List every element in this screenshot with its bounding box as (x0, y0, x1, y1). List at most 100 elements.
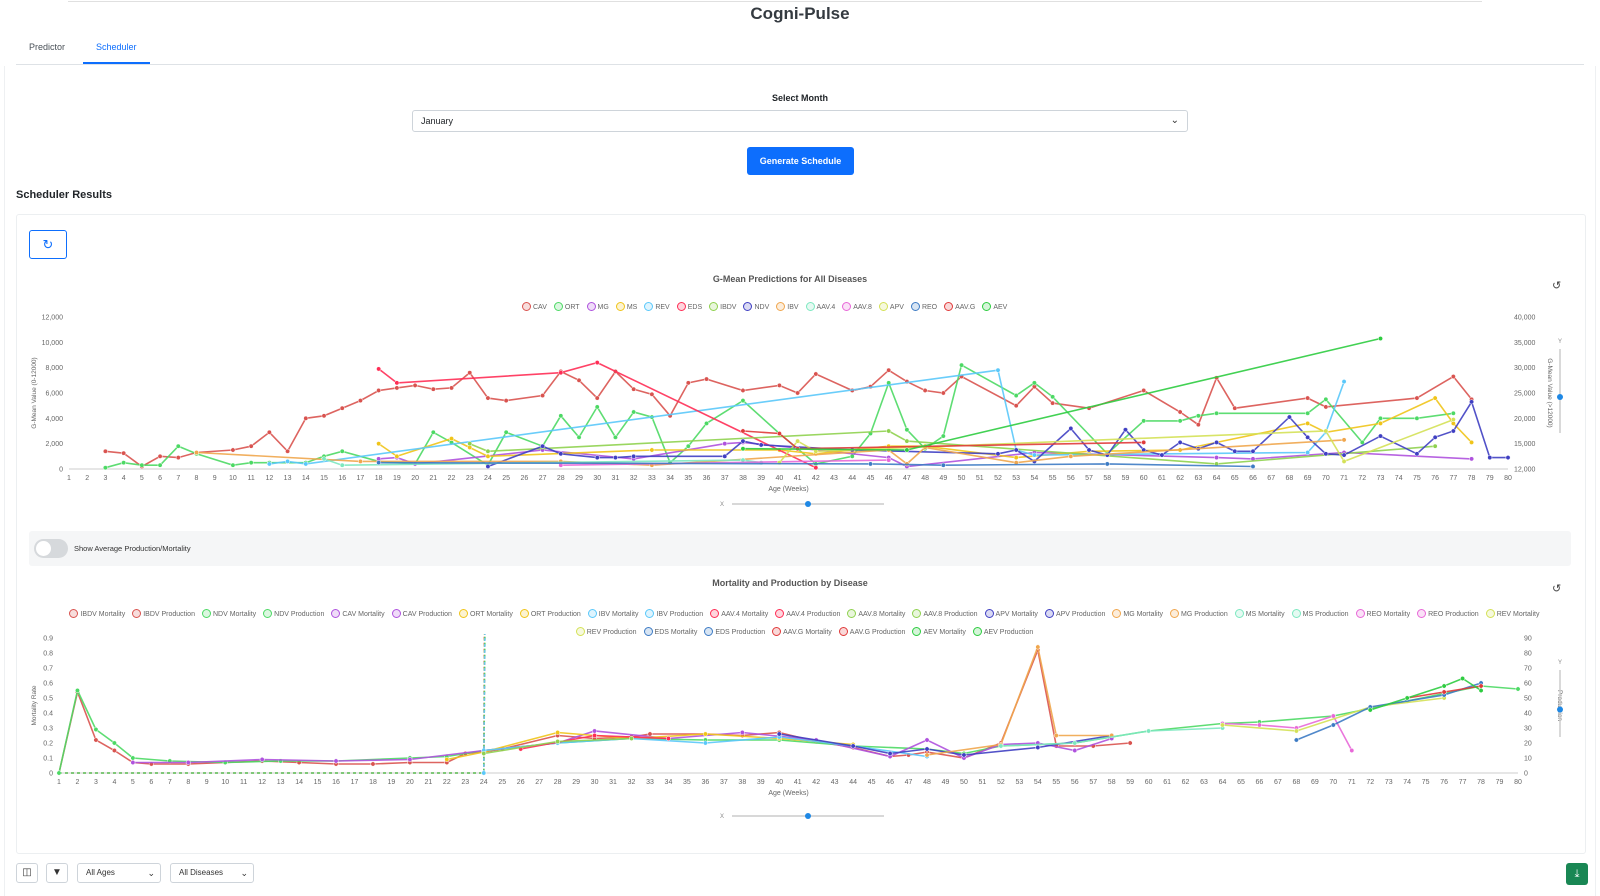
series-line (469, 430, 1436, 465)
data-point (1141, 418, 1147, 424)
legend-item[interactable]: MS Production (1291, 606, 1349, 624)
diseases-filter-select[interactable]: All Diseases ⌄ (170, 863, 254, 883)
x-tick-label: 67 (1274, 779, 1282, 786)
legend-item[interactable]: MS Mortality (1234, 606, 1285, 624)
legend-item[interactable]: MG Production (1170, 606, 1228, 624)
legend-item[interactable]: AAV.4 Mortality (710, 606, 768, 624)
legend-item[interactable]: MG (586, 302, 609, 311)
legend-item[interactable]: AAV.8 Mortality (847, 606, 905, 624)
legend-item[interactable]: NDV Mortality (201, 606, 256, 624)
legend-item[interactable]: AAV.8 Production (912, 606, 978, 624)
legend-label: AAV.8 Production (923, 611, 978, 618)
tab-predictor[interactable]: Predictor (29, 42, 66, 52)
y-tick-label: 0 (49, 771, 53, 778)
legend-item[interactable]: REV Production (575, 624, 637, 642)
legend-item[interactable]: IBDV Mortality (69, 606, 125, 624)
refresh-button[interactable]: ↻ (29, 230, 67, 259)
legend-item[interactable]: MG Mortality (1112, 606, 1163, 624)
data-point (576, 377, 582, 383)
x-tick-label: 50 (958, 475, 966, 482)
legend-item[interactable]: AAV.G Mortality (772, 624, 832, 642)
data-point (849, 453, 855, 459)
ages-filter-select[interactable]: All Ages ⌄ (77, 863, 161, 883)
data-point (1053, 733, 1059, 738)
x-tick-label: 16 (338, 475, 346, 482)
x-tick-label: 71 (1348, 779, 1356, 786)
legend-item[interactable]: APV Production (1044, 606, 1105, 624)
legend-marker (1170, 609, 1180, 618)
series-line (483, 634, 486, 774)
generate-schedule-button[interactable]: Generate Schedule (747, 147, 854, 175)
columns-button[interactable]: ◫ (16, 863, 38, 883)
legend-item[interactable]: AAV.4 Production (775, 606, 840, 624)
legend-item[interactable]: APV (878, 302, 904, 311)
legend-marker (458, 609, 468, 618)
legend-item[interactable]: EDS (676, 302, 702, 311)
y-tick-label: 0 (59, 467, 63, 474)
legend-item[interactable]: ORT Mortality (458, 606, 513, 624)
legend-item[interactable]: ORT (553, 302, 580, 311)
x-tick-label: 31 (609, 779, 617, 786)
x-tick-label: 63 (1200, 779, 1208, 786)
legend-item[interactable]: CAV Production (391, 606, 452, 624)
x-tick-label: 3 (94, 779, 98, 786)
legend-marker (587, 609, 597, 618)
legend-item[interactable]: CAV (522, 302, 547, 311)
legend-item[interactable]: REO (910, 302, 937, 311)
legend-item[interactable]: AEV Mortality (912, 624, 966, 642)
data-point (1232, 405, 1238, 411)
legend-item[interactable]: REO Production (1417, 606, 1479, 624)
legend-item[interactable]: EDS Mortality (643, 624, 697, 642)
y2-tick-label: 90 (1524, 636, 1532, 643)
legend-item[interactable]: AEV (982, 302, 1007, 311)
legend-item[interactable]: NDV Production (263, 606, 324, 624)
x-tick-label: 27 (535, 779, 543, 786)
legend-item[interactable]: IBV (776, 302, 799, 311)
gmean-reset-zoom[interactable]: ↺ (1552, 279, 1561, 292)
legend-item[interactable]: REO Mortality (1355, 606, 1410, 624)
legend-item[interactable]: IBDV (709, 302, 736, 311)
mortality-reset-zoom[interactable]: ↺ (1552, 582, 1561, 595)
x-tick-label: 51 (979, 779, 987, 786)
x-tick-label: 27 (539, 475, 547, 482)
legend-marker (519, 609, 529, 618)
legend-item[interactable]: NDV (743, 302, 769, 311)
x-tick-label: 48 (921, 475, 929, 482)
filter-button[interactable]: ▼ (46, 863, 68, 883)
month-select[interactable]: January ⌄ (412, 110, 1188, 132)
y-tick-label: 8,000 (45, 365, 63, 372)
y-tick-label: 0.9 (43, 636, 53, 643)
legend-item[interactable]: AAV.G (944, 302, 975, 311)
legend-marker (263, 609, 273, 618)
legend-item[interactable]: AAV.4 (805, 302, 835, 311)
gmean-chart: 1 2 3 4 5 6 7 8 9 10 11 12 13 14 15 16 17 18 19 20 21 22 23 24 2… (31, 315, 1563, 508)
x-tick-label: 30 (591, 779, 599, 786)
data-point (722, 441, 728, 447)
legend-item[interactable]: APV Mortality (984, 606, 1038, 624)
data-point (1432, 443, 1438, 449)
legend-item[interactable]: REV Mortality (1485, 606, 1540, 624)
download-button[interactable]: ⤓ (1566, 863, 1588, 885)
x-tick-label: 22 (448, 475, 456, 482)
x-tick-label: 75 (1422, 779, 1430, 786)
data-point (1378, 336, 1383, 341)
legend-item[interactable]: IBV Mortality (587, 606, 638, 624)
data-point (904, 438, 910, 444)
data-point (1478, 683, 1484, 689)
tab-scheduler[interactable]: Scheduler (83, 42, 150, 64)
undo-icon: ↺ (1552, 583, 1562, 595)
legend-item[interactable]: AAV.8 (842, 302, 872, 311)
x-tick-label: 48 (923, 779, 931, 786)
legend-item[interactable]: EDS Production (704, 624, 765, 642)
legend-item[interactable]: AEV Production (972, 624, 1033, 642)
x-tick-label: 17 (357, 475, 365, 482)
legend-item[interactable]: IBDV Production (132, 606, 195, 624)
data-point (376, 366, 382, 372)
legend-item[interactable]: ORT Production (519, 606, 581, 624)
legend-item[interactable]: AAV.G Production (838, 624, 905, 642)
legend-item[interactable]: MS (615, 302, 637, 311)
legend-item[interactable]: IBV Production (645, 606, 703, 624)
average-toggle[interactable] (34, 539, 68, 558)
legend-item[interactable]: REV (644, 302, 670, 311)
legend-item[interactable]: CAV Mortality (331, 606, 385, 624)
